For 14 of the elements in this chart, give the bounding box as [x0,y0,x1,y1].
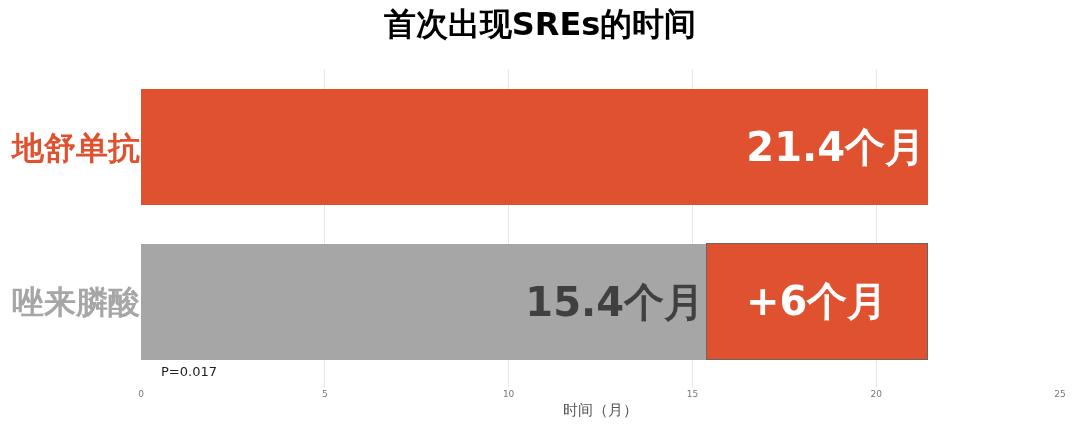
x-tick-label: 10 [502,389,515,399]
x-tick-label: 25 [1054,389,1066,399]
y-tick-label: 地舒单抗 [10,128,140,167]
data-label: 21.4个月 [746,124,925,170]
x-tick-label: 0 [138,389,145,399]
x-axis-title: 时间（月） [563,401,638,419]
data-label: 15.4个月 [525,279,704,325]
data-label: +6个月 [746,278,888,325]
y-tick-label: 唑来膦酸 [12,283,140,322]
chart-title: 首次出现SREs的时间 [383,5,697,44]
x-tick-label: 15 [686,389,699,399]
annotation: P=0.017 [161,364,217,379]
x-tick-label: 20 [870,389,883,399]
x-tick-label: 5 [321,389,328,399]
